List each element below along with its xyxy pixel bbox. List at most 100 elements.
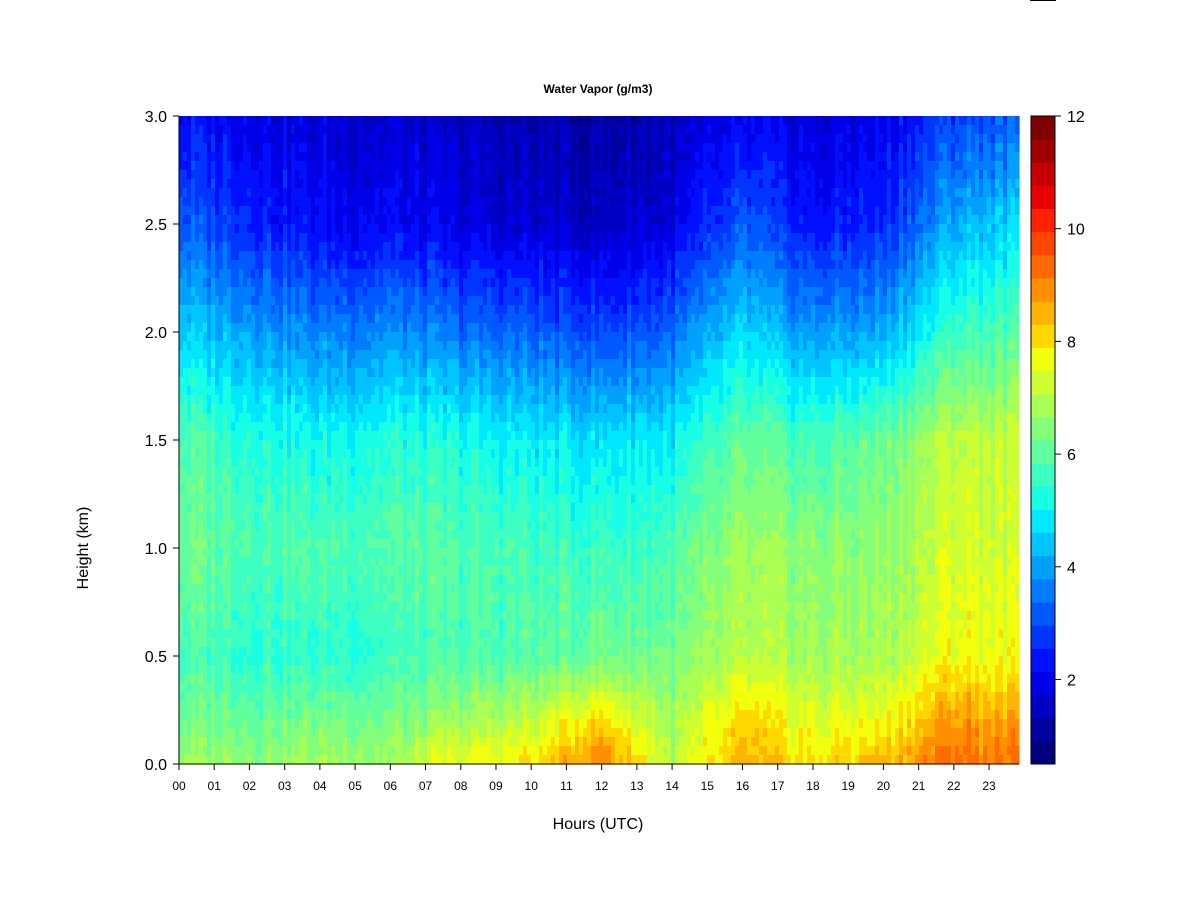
heatmap-cell bbox=[203, 404, 208, 414]
heatmap-cell bbox=[395, 566, 400, 576]
heatmap-cell bbox=[187, 692, 192, 702]
heatmap-cell bbox=[299, 449, 304, 459]
heatmap-cell bbox=[251, 206, 256, 216]
heatmap-cell bbox=[399, 701, 404, 711]
heatmap-cell bbox=[307, 134, 312, 144]
heatmap-cell bbox=[343, 575, 348, 585]
heatmap-cell bbox=[363, 116, 368, 126]
heatmap-cell bbox=[179, 422, 184, 432]
heatmap-cell bbox=[227, 233, 232, 243]
heatmap-cell bbox=[435, 692, 440, 702]
heatmap-cell bbox=[223, 134, 228, 144]
heatmap-cell bbox=[451, 656, 456, 666]
heatmap-cell bbox=[263, 746, 268, 756]
heatmap-cell bbox=[299, 422, 304, 432]
heatmap-cell bbox=[371, 377, 376, 387]
heatmap-cell bbox=[199, 287, 204, 297]
heatmap-cell bbox=[211, 530, 216, 540]
heatmap-cell bbox=[427, 458, 432, 468]
heatmap-cell bbox=[239, 611, 244, 621]
heatmap-cell bbox=[239, 332, 244, 342]
heatmap-cell bbox=[223, 377, 228, 387]
heatmap-cell bbox=[255, 746, 260, 756]
heatmap-cell bbox=[263, 305, 268, 315]
heatmap-cell bbox=[219, 755, 224, 765]
heatmap-cell bbox=[435, 629, 440, 639]
heatmap-cell bbox=[383, 350, 388, 360]
heatmap-cell bbox=[211, 314, 216, 324]
heatmap-cell bbox=[367, 737, 372, 747]
heatmap-cell bbox=[359, 260, 364, 270]
heatmap-cell bbox=[343, 602, 348, 612]
heatmap-cell bbox=[279, 539, 284, 549]
heatmap-cell bbox=[355, 224, 360, 234]
heatmap-cell bbox=[187, 467, 192, 477]
heatmap-cell bbox=[435, 287, 440, 297]
heatmap-cell bbox=[215, 125, 220, 135]
heatmap-cell bbox=[451, 503, 456, 513]
heatmap-cell bbox=[331, 197, 336, 207]
heatmap-cell bbox=[323, 341, 328, 351]
heatmap-cell bbox=[283, 701, 288, 711]
heatmap-cell bbox=[323, 332, 328, 342]
heatmap-cell bbox=[307, 620, 312, 630]
heatmap-cell bbox=[399, 179, 404, 189]
heatmap-cell bbox=[275, 476, 280, 486]
heatmap-cell bbox=[371, 449, 376, 459]
heatmap-cell bbox=[203, 611, 208, 621]
heatmap-cell bbox=[455, 323, 460, 333]
heatmap-cell bbox=[375, 332, 380, 342]
heatmap-cell bbox=[387, 593, 392, 603]
heatmap-cell bbox=[299, 476, 304, 486]
heatmap-cell bbox=[379, 152, 384, 162]
heatmap-cell bbox=[223, 296, 228, 306]
heatmap-cell bbox=[427, 530, 432, 540]
heatmap-cell bbox=[227, 215, 232, 225]
heatmap-cell bbox=[323, 116, 328, 126]
heatmap-cell bbox=[355, 557, 360, 567]
heatmap-cell bbox=[179, 548, 184, 558]
heatmap-cell bbox=[267, 116, 272, 126]
heatmap-cell bbox=[307, 701, 312, 711]
heatmap-cell bbox=[203, 350, 208, 360]
heatmap-cell bbox=[455, 269, 460, 279]
heatmap-cell bbox=[407, 575, 412, 585]
heatmap-cell bbox=[235, 746, 240, 756]
heatmap-cell bbox=[227, 449, 232, 459]
heatmap-cell bbox=[303, 233, 308, 243]
heatmap-cell bbox=[439, 278, 444, 288]
heatmap-cell bbox=[247, 404, 252, 414]
heatmap-cell bbox=[291, 737, 296, 747]
heatmap-cell bbox=[235, 260, 240, 270]
heatmap-cell bbox=[399, 566, 404, 576]
heatmap-cell bbox=[255, 314, 260, 324]
heatmap-cell bbox=[179, 242, 184, 252]
heatmap-cell bbox=[263, 629, 268, 639]
heatmap-cell bbox=[311, 368, 316, 378]
heatmap-cell bbox=[447, 512, 452, 522]
heatmap-cell bbox=[235, 368, 240, 378]
heatmap-cell bbox=[359, 458, 364, 468]
heatmap-cell bbox=[375, 413, 380, 423]
heatmap-cell bbox=[275, 701, 280, 711]
heatmap-cell bbox=[331, 350, 336, 360]
heatmap-cell bbox=[391, 638, 396, 648]
heatmap-cell bbox=[287, 539, 292, 549]
heatmap-cell bbox=[411, 440, 416, 450]
heatmap-cell bbox=[291, 323, 296, 333]
heatmap-cell bbox=[311, 575, 316, 585]
heatmap-cell bbox=[179, 269, 184, 279]
heatmap-cell bbox=[359, 395, 364, 405]
heatmap-cell bbox=[279, 224, 284, 234]
heatmap-cell bbox=[447, 593, 452, 603]
heatmap-cell bbox=[439, 710, 444, 720]
heatmap-cell bbox=[451, 224, 456, 234]
heatmap-cell bbox=[263, 269, 268, 279]
heatmap-cell bbox=[435, 242, 440, 252]
heatmap-cell bbox=[399, 323, 404, 333]
heatmap-cell bbox=[359, 485, 364, 495]
heatmap-cell bbox=[423, 665, 428, 675]
heatmap-cell bbox=[271, 638, 276, 648]
heatmap-cell bbox=[439, 377, 444, 387]
heatmap-cell bbox=[191, 332, 196, 342]
